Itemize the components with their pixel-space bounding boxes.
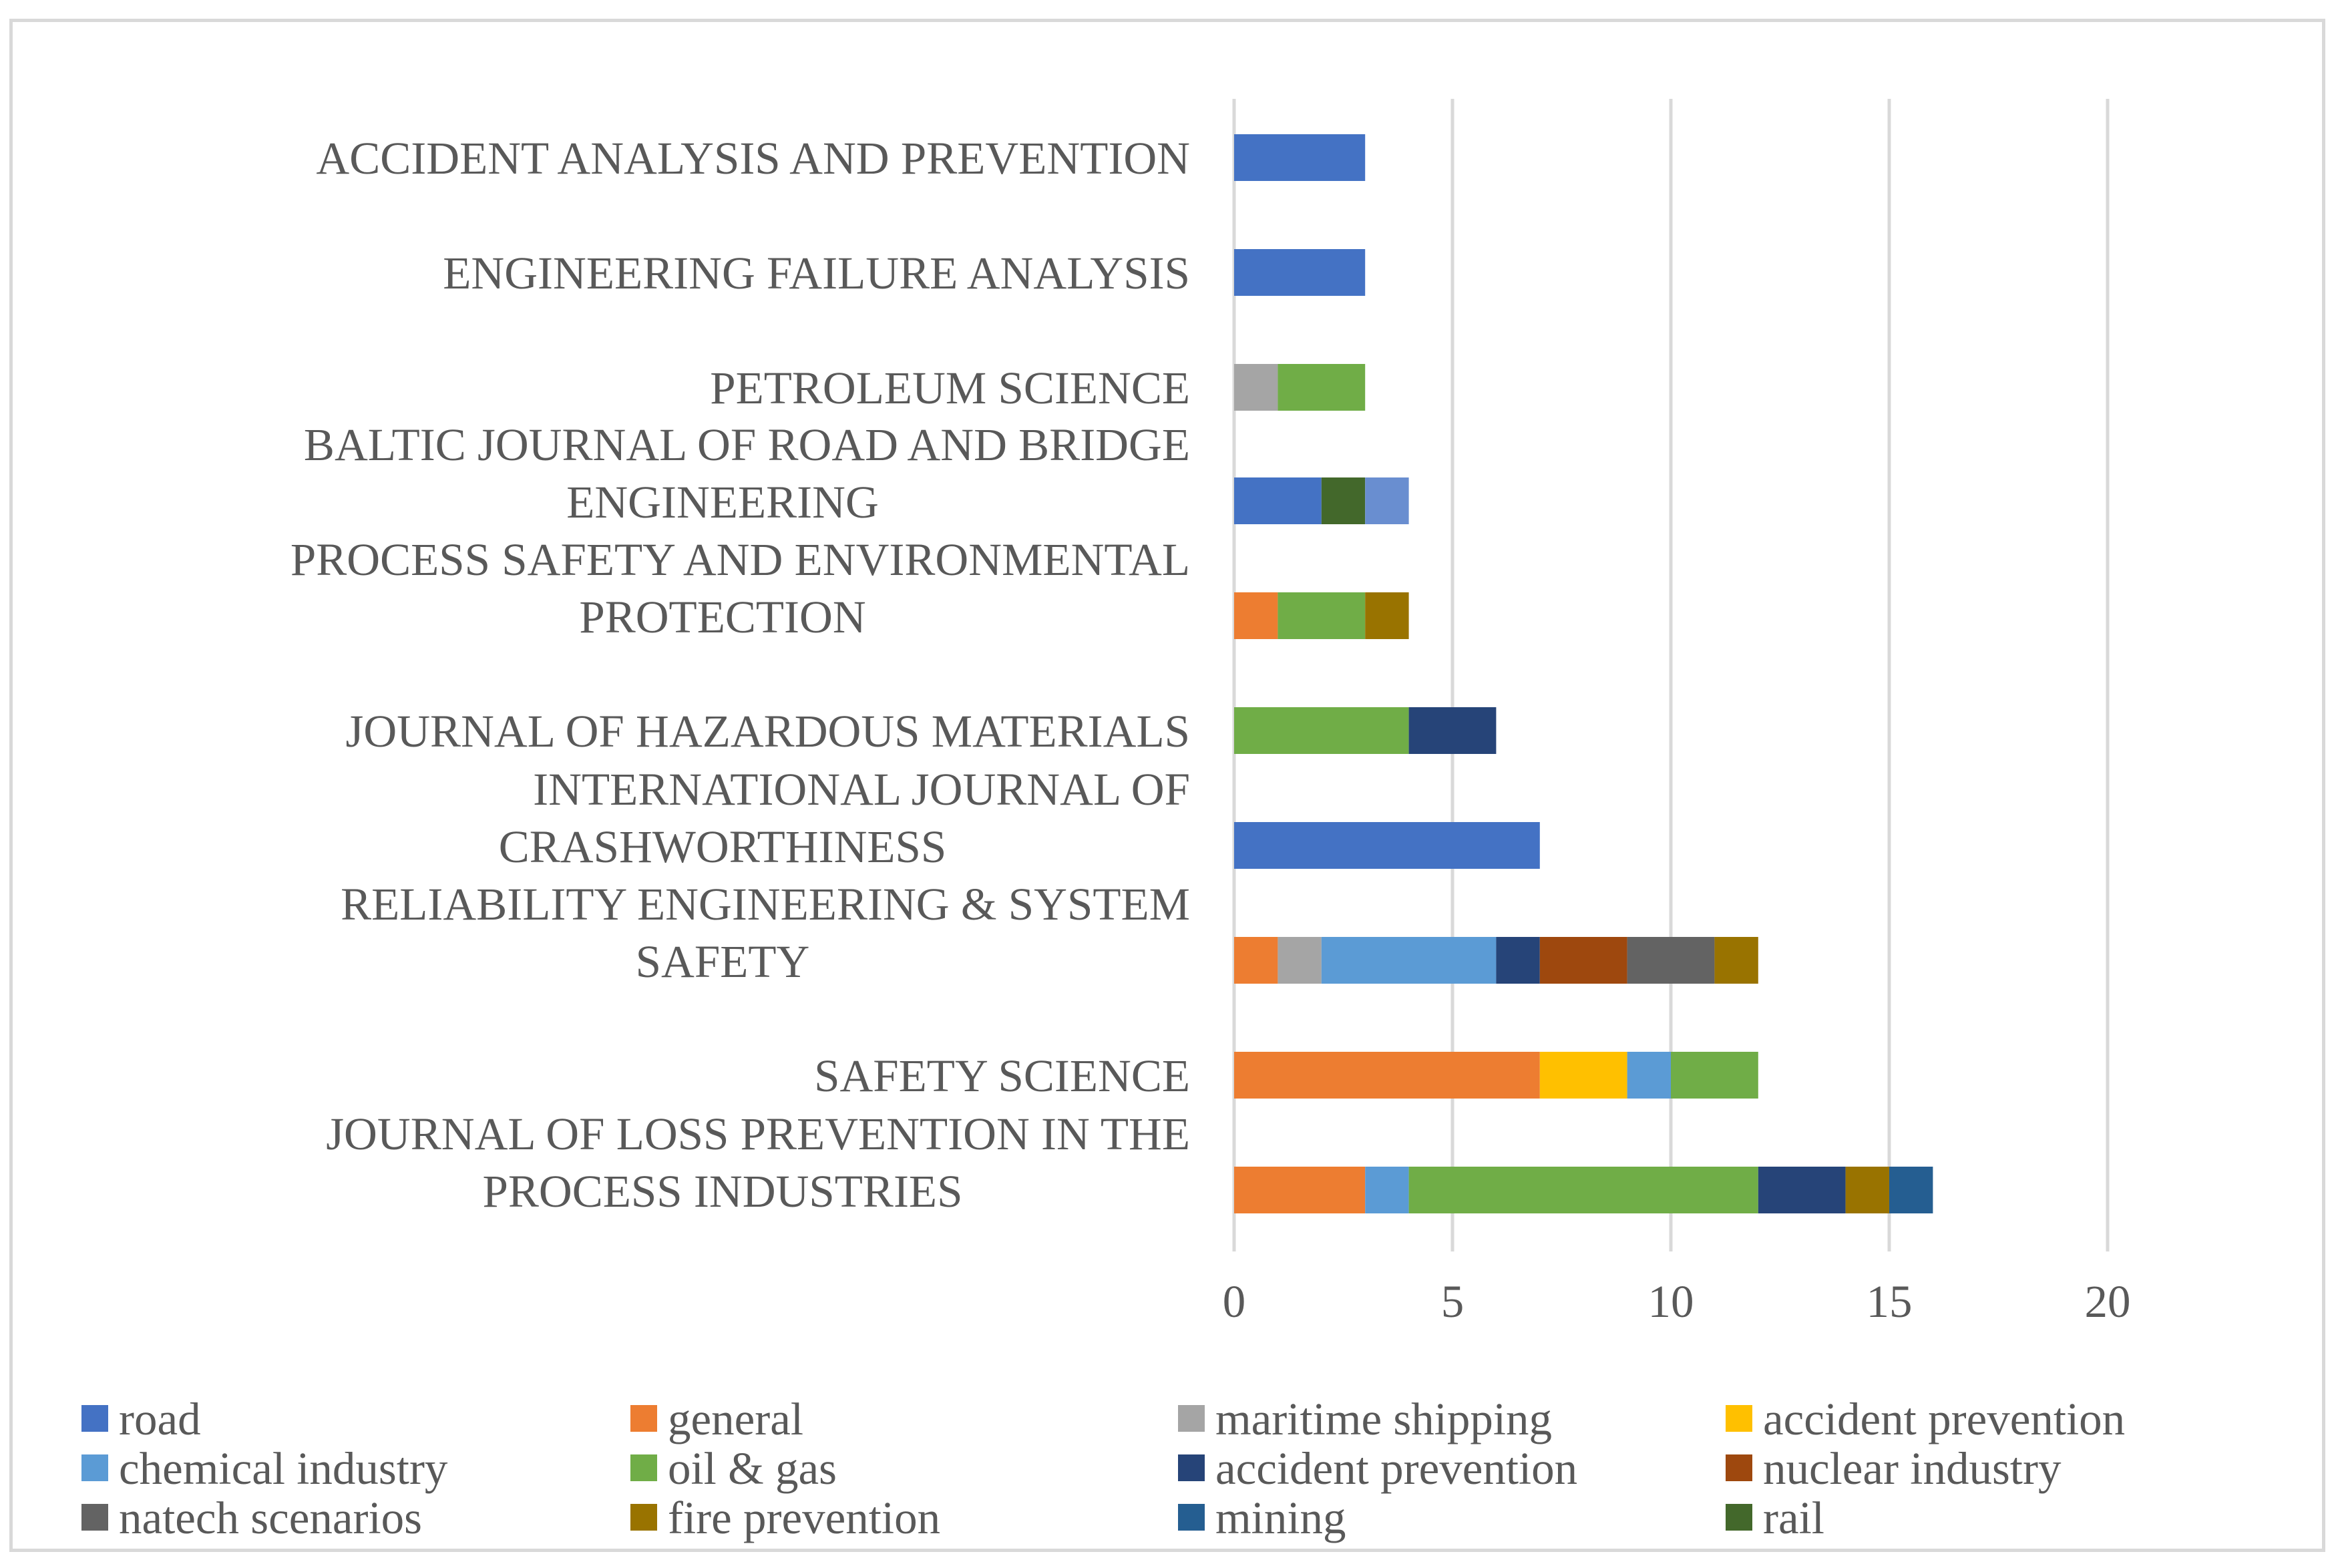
legend-swatch-5: [81, 1454, 108, 1481]
legend-label-12: rail: [1763, 1493, 1824, 1543]
bar-reliability-engineering-general: [1234, 937, 1278, 984]
bar-reliability-engineering-maritime-shipping: [1278, 937, 1322, 984]
chart-frame: [9, 19, 2325, 1552]
legend-swatch-10: [630, 1504, 657, 1531]
bar-reliability-engineering-accident-prevention: [1496, 937, 1540, 984]
category-label-accident-analysis: ACCIDENT ANALYSIS AND PREVENTION: [316, 133, 1190, 184]
legend-label-7: accident prevention: [1215, 1443, 1577, 1494]
bar-safety-science-accident-prevention: [1539, 1052, 1627, 1099]
category-label-reliability-engineering-line-1: RELIABILITY ENGINEERING & SYSTEM: [341, 879, 1190, 930]
bar-process-safety-general: [1234, 592, 1278, 639]
legend-label-9: natech scenarios: [119, 1493, 422, 1543]
legend-label-4: accident prevention: [1763, 1394, 2125, 1444]
category-label-safety-science: SAFETY SCIENCE: [814, 1050, 1190, 1101]
bar-loss-prevention-general: [1234, 1167, 1366, 1213]
bar-safety-science-general: [1234, 1052, 1540, 1099]
x-axis-ticks: 0 5 10 15 20: [1223, 1276, 2131, 1327]
x-tick-label-20: 20: [2085, 1276, 2131, 1327]
bar-hazardous-materials-oil-gas: [1234, 707, 1409, 754]
bar-baltic-journal-other: [1365, 477, 1409, 524]
bar-reliability-engineering-fire-prevention: [1714, 937, 1758, 984]
bar-hazardous-materials-accident-prevention: [1408, 707, 1497, 754]
legend-label-11: mining: [1215, 1493, 1346, 1543]
category-label-loss-prevention-line-1: JOURNAL OF LOSS PREVENTION IN THE: [326, 1109, 1190, 1159]
bar-process-safety-fire-prevention: [1365, 592, 1409, 639]
bar-loss-prevention-chemical-industry: [1365, 1167, 1409, 1213]
bar-reliability-engineering-chemical-industry: [1321, 937, 1497, 984]
legend: road general maritime shipping accident pre…: [81, 1394, 2125, 1543]
category-label-process-safety-line-2: PROTECTION: [579, 592, 865, 642]
bar-loss-prevention-accident-prevention: [1758, 1167, 1846, 1213]
category-label-hazardous-materials: JOURNAL OF HAZARDOUS MATERIALS: [346, 706, 1190, 757]
legend-swatch-9: [81, 1504, 108, 1531]
bar-baltic-journal-rail: [1321, 477, 1366, 524]
bar-safety-science-chemical-industry: [1627, 1052, 1671, 1099]
legend-swatch-8: [1726, 1454, 1752, 1481]
bar-petroleum-science-maritime-shipping: [1234, 364, 1278, 411]
legend-swatch-7: [1178, 1454, 1205, 1481]
x-tick-label-5: 5: [1441, 1276, 1465, 1327]
category-label-baltic-journal-line-2: ENGINEERING: [566, 477, 879, 528]
bar-crashworthiness-road: [1234, 822, 1540, 869]
bar-reliability-engineering-nuclear-industry: [1539, 937, 1627, 984]
bar-petroleum-science-oil-gas: [1278, 364, 1366, 411]
bar-reliability-engineering-natech-scenarios: [1627, 937, 1715, 984]
x-tick-label-0: 0: [1223, 1276, 1246, 1327]
category-label-engineering-failure: ENGINEERING FAILURE ANALYSIS: [443, 248, 1190, 299]
legend-swatch-12: [1726, 1504, 1752, 1531]
legend-swatch-6: [630, 1454, 657, 1481]
category-label-loss-prevention-line-2: PROCESS INDUSTRIES: [483, 1166, 963, 1217]
category-labels: ACCIDENT ANALYSIS AND PREVENTION ENGINEER…: [290, 133, 1190, 1217]
category-label-reliability-engineering-line-2: SAFETY: [636, 936, 810, 987]
legend-swatch-3: [1178, 1405, 1205, 1432]
bar-safety-science-oil-gas: [1671, 1052, 1758, 1099]
bar-engineering-failure-road: [1234, 249, 1366, 296]
bar-process-safety-oil-gas: [1278, 592, 1366, 639]
category-label-crashworthiness-line-1: INTERNATIONAL JOURNAL OF: [533, 764, 1190, 815]
legend-swatch-11: [1178, 1504, 1205, 1531]
category-label-crashworthiness-line-2: CRASHWORTHINESS: [499, 821, 947, 872]
bars: [1234, 134, 1933, 1213]
legend-label-5: chemical industry: [119, 1443, 448, 1494]
bar-accident-analysis-road: [1234, 134, 1366, 181]
bar-baltic-journal-road: [1234, 477, 1322, 524]
legend-label-3: maritime shipping: [1215, 1394, 1552, 1444]
x-tick-label-15: 15: [1867, 1276, 1913, 1327]
legend-label-1: road: [119, 1394, 201, 1444]
category-label-petroleum-science: PETROLEUM SCIENCE: [710, 363, 1190, 413]
legend-label-2: general: [668, 1394, 803, 1444]
legend-label-8: nuclear industry: [1763, 1443, 2062, 1494]
legend-swatch-4: [1726, 1405, 1752, 1432]
legend-label-10: fire prevention: [668, 1493, 940, 1543]
bar-loss-prevention-fire-prevention: [1845, 1167, 1889, 1213]
category-label-baltic-journal-line-1: BALTIC JOURNAL OF ROAD AND BRIDGE: [304, 419, 1190, 470]
legend-swatch-2: [630, 1405, 657, 1432]
category-label-process-safety-line-1: PROCESS SAFETY AND ENVIRONMENTAL: [290, 534, 1190, 585]
x-tick-label-10: 10: [1648, 1276, 1694, 1327]
legend-swatch-1: [81, 1405, 108, 1432]
legend-label-6: oil & gas: [668, 1443, 837, 1494]
bar-loss-prevention-oil-gas: [1408, 1167, 1758, 1213]
bar-loss-prevention-mining: [1889, 1167, 1933, 1213]
